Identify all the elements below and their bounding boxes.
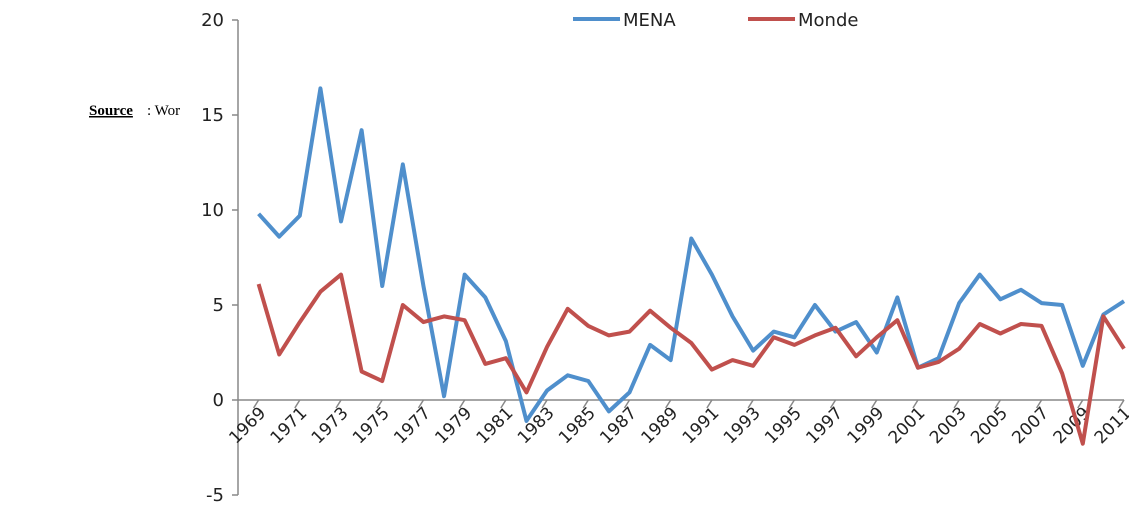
x-tick	[747, 399, 754, 409]
x-tick-label: 1993	[720, 403, 765, 448]
series-line	[257, 86, 1126, 423]
x-tick	[912, 399, 919, 409]
x-tick-label: 1981	[473, 403, 518, 448]
x-tick-label: 2003	[926, 403, 971, 448]
x-tick-label: 1995	[761, 403, 806, 448]
y-tick-label: 15	[201, 105, 224, 126]
x-tick-label: 1979	[431, 403, 476, 448]
x-tick-label: 2011	[1091, 403, 1129, 448]
x-tick-label: 1987	[596, 403, 641, 448]
x-tick	[1035, 399, 1043, 409]
x-tick	[829, 399, 837, 409]
y-tick-label: 20	[201, 10, 224, 31]
x-tick	[665, 399, 672, 409]
x-tick-label: 1983	[514, 403, 559, 448]
x-tick	[294, 399, 301, 409]
y-tick-label: -5	[206, 485, 224, 506]
x-tick-label: 1991	[679, 403, 724, 448]
x-tick	[623, 399, 631, 409]
x-tick	[459, 399, 466, 409]
x-tick-label: 1985	[555, 403, 600, 448]
x-tick-label: 1989	[637, 403, 682, 448]
source-label: Source	[89, 103, 133, 119]
x-tick	[994, 399, 1002, 409]
x-tick	[953, 399, 960, 409]
x-tick	[1077, 399, 1084, 409]
x-tick	[871, 399, 878, 409]
y-tick-label: 10	[201, 200, 224, 221]
x-tick-label: 1971	[267, 403, 312, 448]
x-tick-label: 1999	[844, 403, 889, 448]
x-tick	[500, 399, 507, 409]
x-tick	[1118, 399, 1125, 409]
x-tick-label: 2001	[885, 403, 930, 448]
x-tick-label: 2005	[967, 403, 1012, 448]
x-tick-label: 1969	[225, 403, 270, 448]
x-tick-label: 1997	[802, 403, 847, 448]
source-text: : Wor	[147, 103, 180, 119]
series-line	[256, 272, 1126, 446]
legend-label: MENA	[623, 10, 676, 31]
x-tick	[252, 399, 260, 409]
x-tick	[582, 399, 589, 409]
y-tick-label: 5	[213, 295, 224, 316]
x-tick-label: 1973	[308, 403, 353, 448]
x-tick	[788, 399, 795, 409]
y-tick-label: 0	[213, 390, 224, 411]
x-tick	[376, 399, 383, 409]
x-tick-label: 1977	[390, 403, 435, 448]
x-tick	[417, 399, 425, 409]
legend-label: Monde	[798, 10, 858, 31]
x-tick-label: 2007	[1008, 403, 1053, 448]
x-tick	[541, 399, 548, 409]
x-tick	[335, 399, 342, 409]
x-tick	[706, 399, 713, 409]
x-tick-label: 1975	[349, 403, 394, 448]
